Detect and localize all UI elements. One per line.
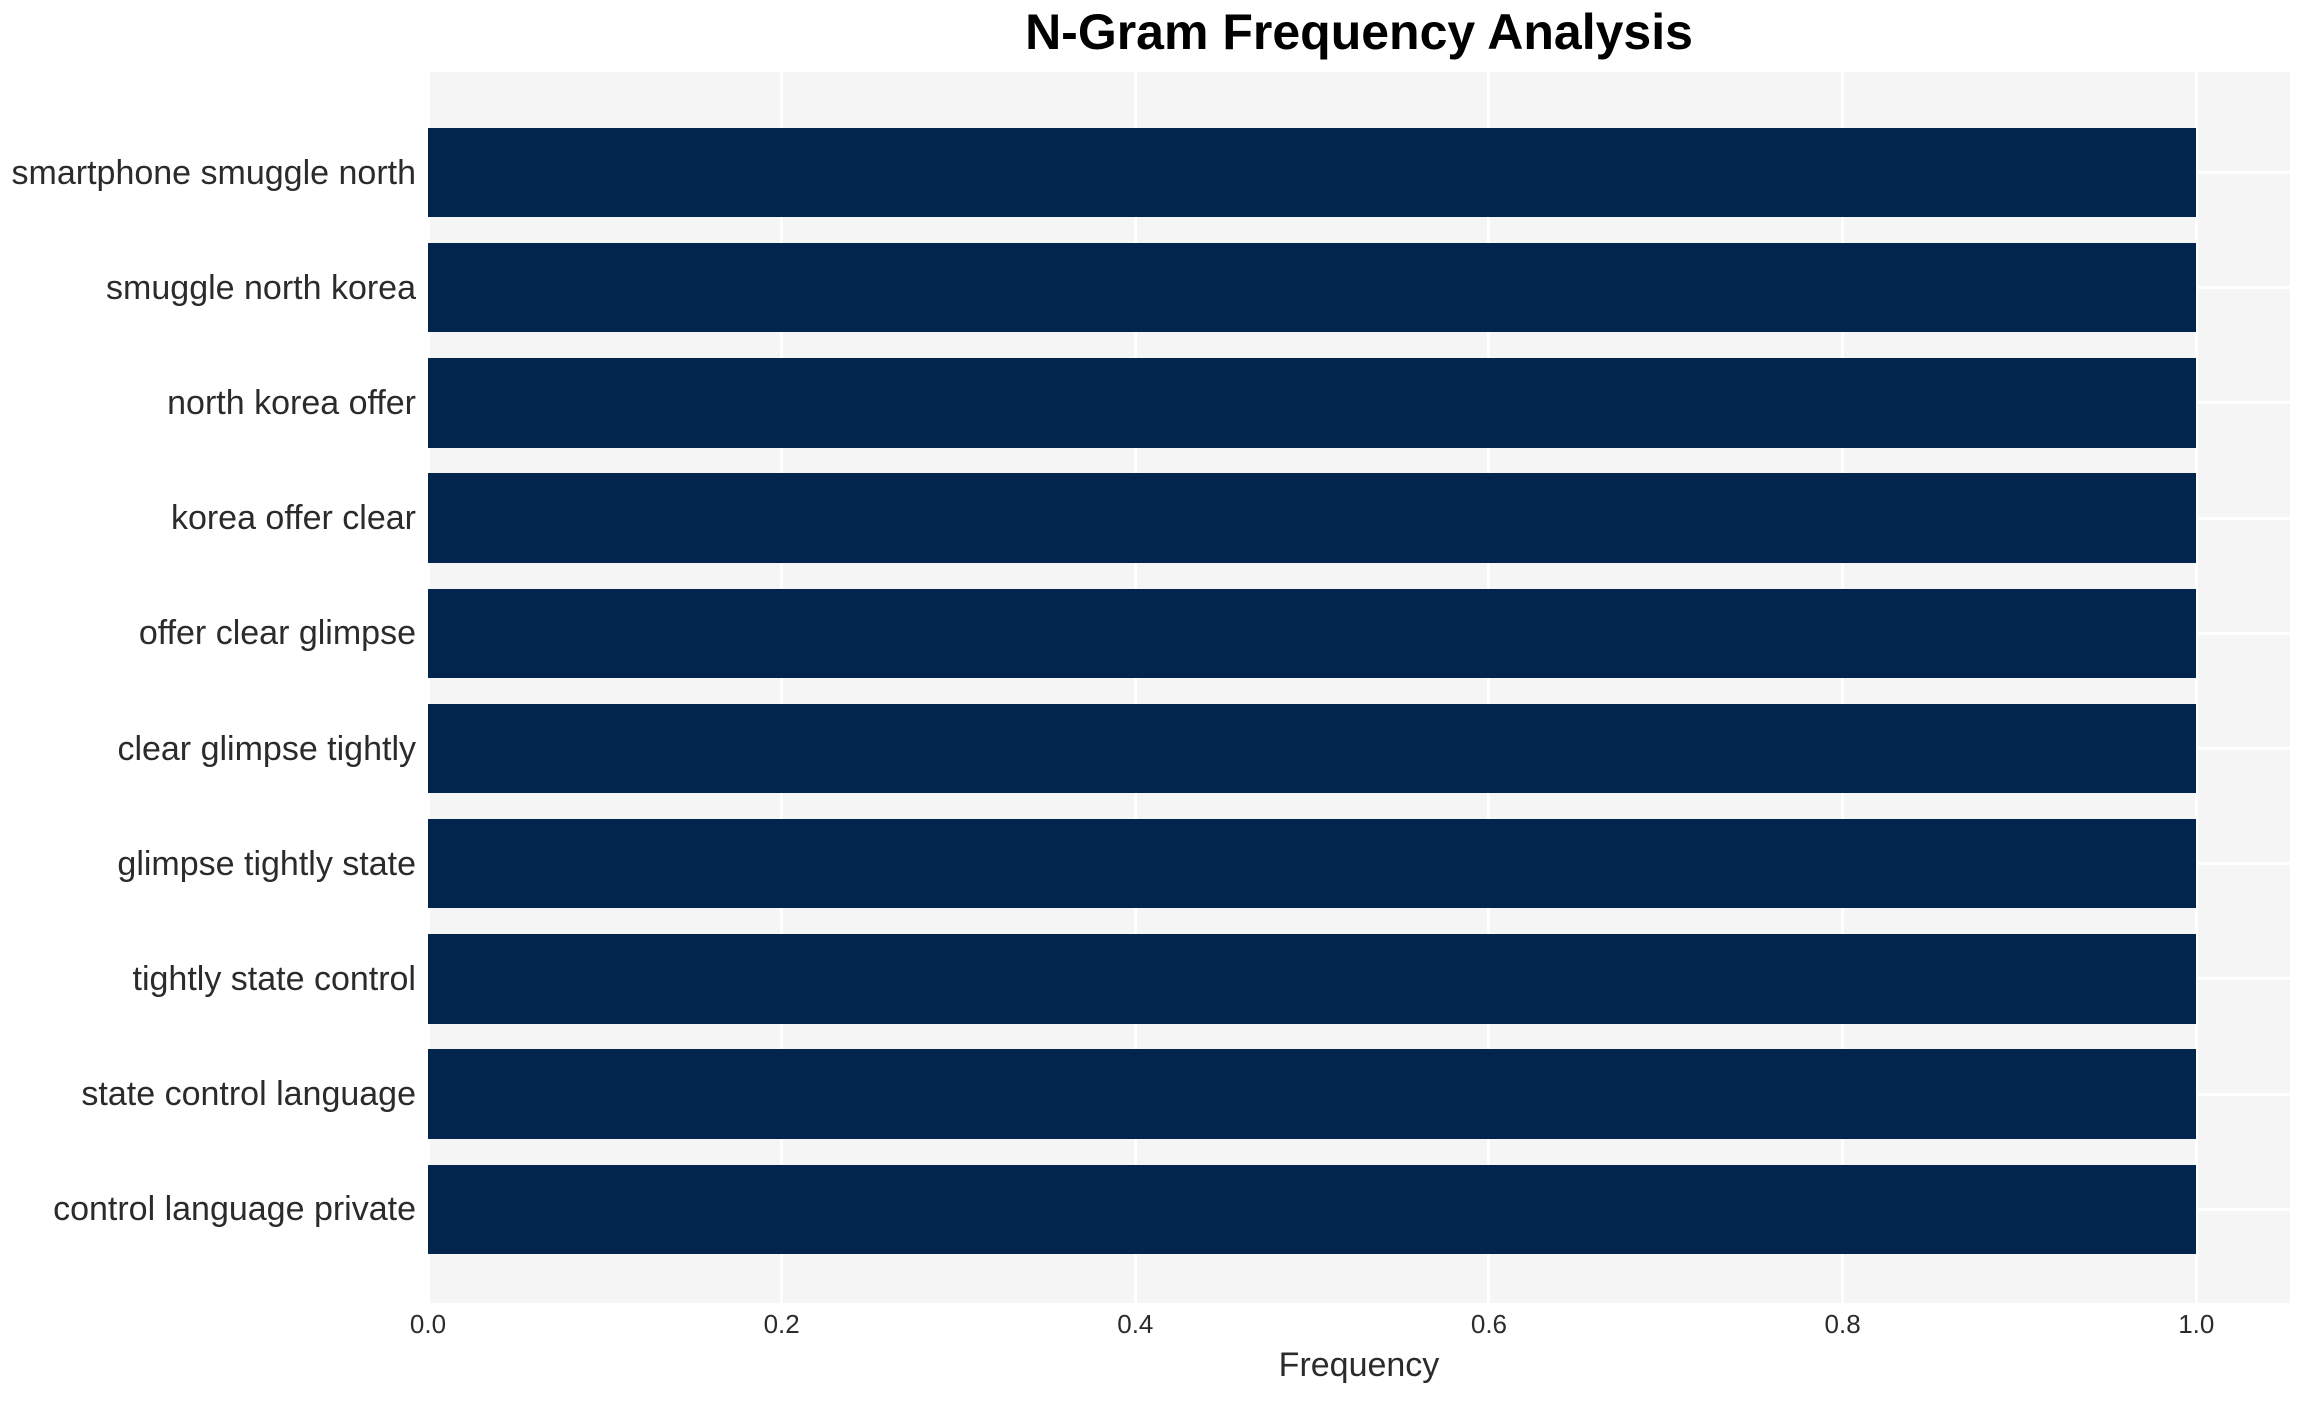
- x-gridline: [780, 72, 784, 1303]
- chart-title: N-Gram Frequency Analysis: [1025, 4, 1693, 60]
- y-tick-label: korea offer clear: [170, 499, 416, 538]
- bar-north-korea-offer: [428, 358, 2197, 448]
- y-tick-label: smuggle north korea: [106, 268, 416, 307]
- bar-control-language-private: [428, 1164, 2197, 1255]
- bar-korea-offer-clear: [428, 473, 2197, 563]
- x-axis-label: Frequency: [1278, 1346, 1440, 1384]
- bar-smuggle-north-korea: [428, 242, 2197, 333]
- y-tick-label: state control language: [81, 1075, 416, 1114]
- bar-state-control-language: [428, 1049, 2197, 1139]
- x-tick-label: 0.6: [1470, 1309, 1508, 1339]
- x-tick-label: 0.2: [763, 1309, 800, 1339]
- x-gridline: [1487, 72, 1491, 1303]
- y-tick-label: offer clear glimpse: [138, 614, 416, 653]
- x-tick-label: 0.0: [409, 1309, 447, 1339]
- x-tick-label: 0.4: [1117, 1309, 1154, 1339]
- y-tick-label: glimpse tightly state: [117, 844, 416, 883]
- y-tick-label: north korea offer: [167, 383, 416, 422]
- x-gridline: [2194, 72, 2198, 1303]
- y-tick-label: smartphone smuggle north: [11, 153, 416, 192]
- x-gridline: [1841, 72, 1845, 1303]
- plot-area: [426, 72, 2290, 1303]
- bar-tightly-state-control: [428, 934, 2197, 1024]
- x-gridline: [426, 72, 430, 1303]
- bar-glimpse-tightly-state: [428, 818, 2197, 909]
- bar-smartphone-smuggle-north: [428, 127, 2197, 218]
- bar-clear-glimpse-tightly: [428, 703, 2197, 794]
- y-tick-label: control language private: [53, 1190, 416, 1229]
- y-tick-label: clear glimpse tightly: [117, 729, 416, 768]
- x-tick-label: 1.0: [2178, 1309, 2215, 1339]
- y-tick-label: tightly state control: [132, 959, 416, 998]
- x-gridline: [1133, 72, 1137, 1303]
- bar-offer-clear-glimpse: [428, 588, 2197, 679]
- x-tick-label: 0.8: [1824, 1309, 1861, 1339]
